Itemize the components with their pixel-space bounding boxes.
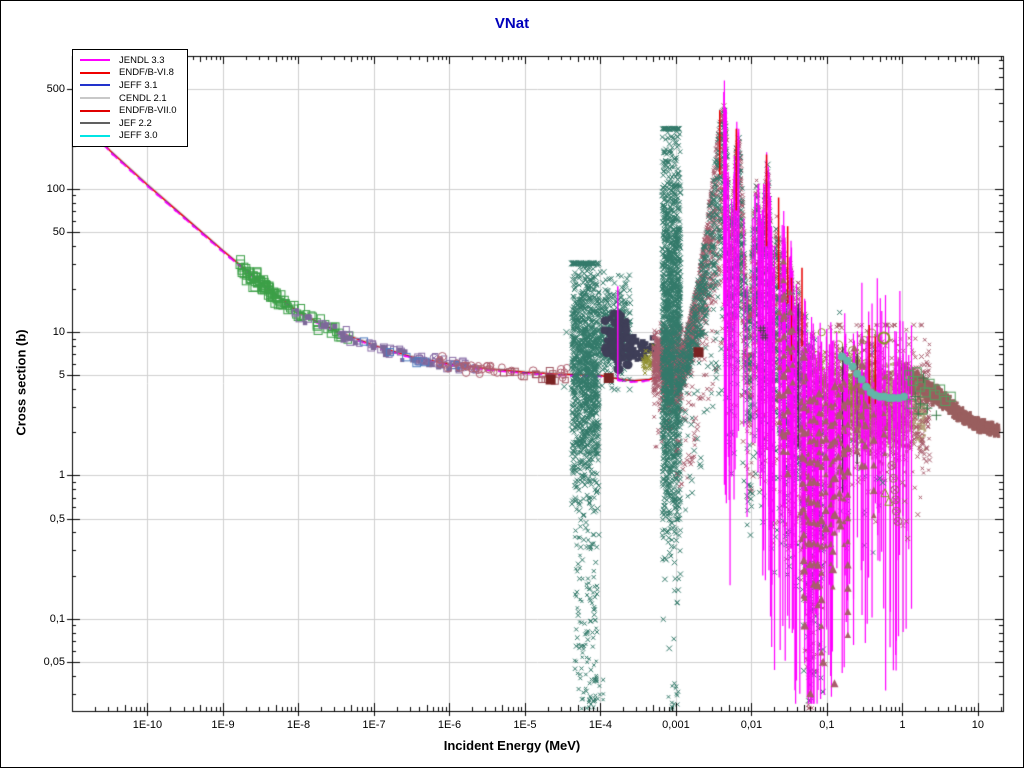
plot-title: VNat <box>494 15 530 32</box>
x-tick-label: 10 <box>971 719 985 731</box>
legend-label: ENDF/B-VI.8 <box>119 67 174 79</box>
x-tick-label: 0,01 <box>740 719 763 731</box>
legend-item-jef-2-2: JEF 2.2 <box>73 117 187 130</box>
x-tick-label: 1E-8 <box>286 719 311 731</box>
legend-label: JEF 2.2 <box>119 117 152 129</box>
x-axis-label: Incident Energy (MeV) <box>443 738 581 753</box>
legend-label: JEFF 3.1 <box>119 79 158 91</box>
x-tick-label: 0,1 <box>819 719 835 731</box>
legend-item-jeff-3-0: JEFF 3.0 <box>73 130 187 143</box>
x-tick-label: 1E-10 <box>132 719 163 731</box>
y-tick-label: 0,1 <box>49 612 65 625</box>
legend-swatch <box>80 71 110 74</box>
legend-item-jeff-3-1: JEFF 3.1 <box>73 79 187 92</box>
y-tick-label: 1 <box>58 469 65 482</box>
y-tick-label: 500 <box>46 82 65 95</box>
legend-item-jendl-3-3: JENDL 3.3 <box>73 54 187 67</box>
y-tick-label: 0,05 <box>43 655 65 668</box>
legend-label: CENDL 2.1 <box>119 92 167 104</box>
legend-item-endf-b-vi-8: ENDF/B-VI.8 <box>73 67 187 80</box>
y-tick-label: 50 <box>52 226 65 239</box>
legend-item-endf-b-vii-0: ENDF/B-VII.0 <box>73 104 187 117</box>
legend-label: ENDF/B-VII.0 <box>119 105 177 117</box>
legend-item-cendl-2-1: CENDL 2.1 <box>73 92 187 105</box>
legend-swatch <box>80 109 110 112</box>
legend-swatch <box>80 84 110 87</box>
x-tick-label: 1 <box>899 719 906 731</box>
y-tick-label: 0,5 <box>49 512 65 525</box>
legend-swatch <box>80 122 110 125</box>
legend-swatch <box>80 134 110 137</box>
x-tick-label: 1E-9 <box>211 719 235 731</box>
legend-label: JEFF 3.0 <box>119 130 158 142</box>
legend-label: JENDL 3.3 <box>119 54 165 66</box>
x-tick-label: 1E-4 <box>588 719 613 731</box>
legend-swatch <box>80 97 110 100</box>
x-tick-label: 1E-6 <box>437 719 462 731</box>
x-tick-label: 1E-7 <box>362 719 386 731</box>
y-tick-label: 5 <box>58 369 65 382</box>
legend: JENDL 3.3 ENDF/B-VI.8 JEFF 3.1 CENDL 2.1 END… <box>72 49 188 148</box>
legend-swatch <box>80 59 110 62</box>
y-tick-label: 100 <box>46 182 65 195</box>
x-tick-label: 1E-5 <box>513 719 537 731</box>
y-tick-label: 10 <box>52 326 65 339</box>
x-tick-label: 0,001 <box>662 719 690 731</box>
